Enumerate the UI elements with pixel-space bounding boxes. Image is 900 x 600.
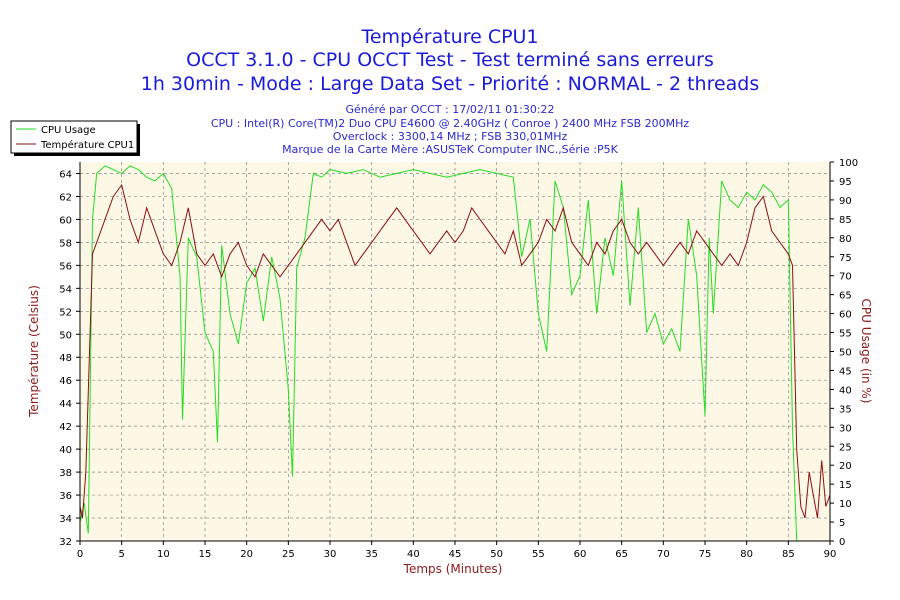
x-tick-label: 35 [365, 549, 378, 560]
x-axis-label: Temps (Minutes) [403, 562, 503, 576]
y-right-tick-label: 30 [839, 423, 852, 434]
x-tick-label: 85 [782, 549, 795, 560]
y-right-tick-label: 40 [839, 385, 852, 396]
y-right-tick-label: 80 [839, 234, 852, 245]
y-right-tick-label: 60 [839, 310, 852, 321]
y-left-tick-label: 50 [59, 330, 72, 341]
y-right-tick-label: 55 [839, 329, 852, 340]
y-axis-right-label: CPU Usage (in %) [859, 299, 873, 404]
x-tick-label: 30 [324, 549, 337, 560]
y-right-tick-label: 90 [839, 196, 852, 207]
x-tick-label: 45 [449, 549, 462, 560]
y-left-tick-label: 54 [59, 284, 72, 295]
x-tick-label: 0 [77, 549, 83, 560]
legend-label-usage: CPU Usage [41, 125, 96, 136]
tick-labels: 0 5 10 15 20 25 30 35 40 45 50 55 60 65 70 75 80 85 903234… [59, 158, 858, 560]
y-right-tick-label: 85 [839, 215, 852, 226]
y-left-tick-label: 34 [59, 514, 72, 525]
x-tick-label: 70 [657, 549, 670, 560]
x-tick-label: 5 [118, 549, 124, 560]
info-motherboard: Marque de la Carte Mère :ASUSTeK Compute… [282, 143, 618, 156]
axes [76, 161, 834, 545]
series-layer [79, 165, 831, 542]
series-line-usage [79, 165, 830, 542]
y-left-tick-label: 58 [59, 238, 72, 249]
info-generated: Généré par OCCT : 17/02/11 01:30:22 [345, 103, 555, 116]
x-tick-label: 55 [532, 549, 545, 560]
y-left-tick-label: 64 [59, 169, 72, 180]
x-tick-label: 10 [157, 549, 170, 560]
y-left-tick-label: 42 [59, 422, 72, 433]
y-left-tick-label: 60 [59, 215, 72, 226]
y-right-tick-label: 5 [839, 518, 845, 529]
plot-area [80, 162, 830, 541]
y-right-tick-label: 25 [839, 442, 852, 453]
y-left-tick-label: 44 [59, 399, 72, 410]
y-left-tick-label: 62 [59, 192, 72, 203]
y-right-tick-label: 100 [839, 158, 858, 169]
y-left-tick-label: 52 [59, 307, 72, 318]
y-left-tick-label: 36 [59, 491, 72, 502]
x-tick-label: 75 [699, 549, 712, 560]
x-tick-label: 65 [615, 549, 628, 560]
y-left-tick-label: 46 [59, 376, 72, 387]
y-right-tick-label: 20 [839, 461, 852, 472]
y-right-tick-label: 75 [839, 253, 852, 264]
y-left-tick-label: 32 [59, 537, 72, 548]
y-left-tick-label: 38 [59, 468, 72, 479]
x-tick-label: 90 [824, 549, 837, 560]
x-tick-label: 40 [407, 549, 420, 560]
y-right-tick-label: 95 [839, 177, 852, 188]
y-left-tick-label: 48 [59, 353, 72, 364]
chart-subtitle-mode: 1h 30min - Mode : Large Data Set - Prior… [140, 73, 760, 95]
y-right-tick-label: 45 [839, 366, 852, 377]
x-tick-label: 25 [282, 549, 295, 560]
chart-title: Température CPU1 [361, 26, 539, 48]
info-cpu: CPU : Intel(R) Core(TM)2 Duo CPU E4600 @… [210, 117, 690, 130]
legend: CPU Usage Température CPU1 [10, 120, 140, 156]
y-axis-left-label: Température (Celsius) [27, 285, 41, 418]
y-right-tick-label: 70 [839, 272, 852, 283]
series-line-temperature [79, 183, 831, 519]
y-right-tick-label: 50 [839, 348, 852, 359]
legend-label-temperature: Température CPU1 [40, 139, 134, 151]
x-tick-label: 50 [490, 549, 503, 560]
y-right-tick-label: 35 [839, 404, 852, 415]
y-right-tick-label: 15 [839, 480, 852, 491]
y-right-tick-label: 65 [839, 291, 852, 302]
info-overclock: Overclock : 3300,14 MHz ; FSB 330,01MHz [332, 130, 568, 143]
y-left-tick-label: 40 [59, 445, 72, 456]
x-tick-label: 20 [240, 549, 253, 560]
chart-subtitle-test: OCCT 3.1.0 - CPU OCCT Test - Test termin… [186, 49, 714, 71]
y-left-tick-label: 56 [59, 261, 72, 272]
x-tick-label: 80 [740, 549, 753, 560]
y-right-tick-label: 0 [839, 537, 845, 548]
y-right-tick-label: 10 [839, 499, 852, 510]
x-tick-label: 15 [199, 549, 212, 560]
x-tick-label: 60 [574, 549, 587, 560]
